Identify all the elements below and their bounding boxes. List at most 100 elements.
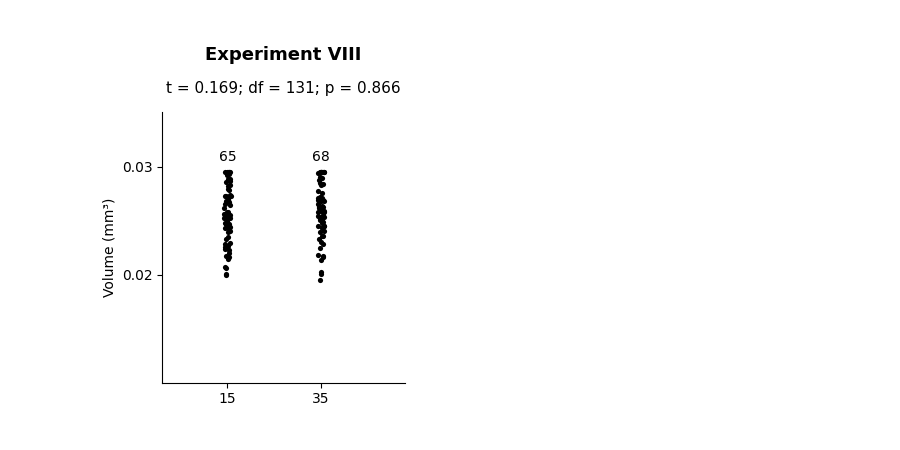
Point [218, 245, 232, 252]
Point [221, 193, 236, 200]
Point [220, 233, 235, 240]
Point [313, 268, 328, 275]
Point [313, 180, 328, 187]
Point [220, 235, 234, 243]
Point [220, 215, 235, 222]
Point [314, 168, 328, 176]
Y-axis label: Volume (mm³): Volume (mm³) [102, 198, 116, 297]
Point [316, 219, 330, 226]
Point [223, 193, 238, 200]
Point [310, 212, 325, 220]
Point [223, 191, 238, 198]
Point [221, 223, 236, 230]
Point [220, 220, 235, 227]
Point [223, 223, 238, 230]
Point [222, 220, 237, 227]
Point [218, 240, 232, 248]
Point [222, 214, 237, 221]
Point [221, 168, 236, 176]
Point [317, 168, 331, 176]
Point [314, 232, 328, 239]
Point [218, 193, 232, 200]
Point [221, 242, 236, 249]
Point [223, 239, 238, 246]
Point [220, 196, 235, 203]
Point [315, 203, 329, 210]
Point [312, 193, 327, 200]
Point [220, 217, 234, 225]
Point [218, 220, 232, 227]
Point [219, 272, 233, 279]
Point [314, 206, 328, 213]
Text: Experiment VIII: Experiment VIII [205, 46, 362, 64]
Point [312, 204, 327, 212]
Point [217, 204, 231, 212]
Point [311, 203, 326, 210]
Point [315, 203, 329, 210]
Text: t = 0.169; df = 131; p = 0.866: t = 0.169; df = 131; p = 0.866 [166, 81, 400, 96]
Point [221, 198, 236, 205]
Point [311, 176, 326, 184]
Point [221, 168, 236, 176]
Point [310, 194, 325, 202]
Point [314, 256, 328, 264]
Point [314, 207, 328, 214]
Point [221, 183, 236, 190]
Point [316, 223, 330, 230]
Point [219, 220, 233, 227]
Point [315, 225, 329, 232]
Text: 68: 68 [312, 150, 329, 164]
Point [317, 168, 331, 176]
Point [311, 200, 326, 207]
Point [218, 212, 232, 219]
Point [221, 208, 236, 215]
Point [316, 240, 330, 248]
Point [314, 270, 328, 278]
Point [316, 252, 330, 259]
Text: 65: 65 [219, 150, 236, 164]
Point [312, 216, 327, 223]
Point [314, 214, 328, 221]
Point [314, 168, 328, 176]
Point [219, 192, 233, 199]
Point [312, 217, 327, 224]
Point [317, 198, 331, 205]
Point [317, 213, 331, 220]
Point [315, 175, 329, 182]
Point [316, 212, 330, 219]
Point [219, 197, 233, 204]
Point [315, 220, 329, 227]
Point [220, 212, 234, 219]
Point [221, 255, 236, 262]
Point [317, 227, 331, 234]
Point [313, 229, 328, 236]
Point [315, 217, 329, 225]
Point [317, 222, 331, 230]
Point [219, 220, 233, 228]
Point [218, 264, 232, 271]
Point [314, 182, 328, 189]
Point [317, 222, 331, 230]
Point [314, 168, 328, 176]
Point [221, 250, 236, 257]
Point [310, 208, 325, 216]
Point [316, 203, 330, 211]
Point [313, 194, 328, 202]
Point [314, 198, 328, 205]
Point [220, 172, 235, 179]
Point [223, 168, 238, 176]
Point [311, 223, 326, 230]
Point [314, 238, 328, 245]
Point [314, 195, 328, 203]
Point [311, 235, 326, 243]
Point [222, 177, 237, 184]
Point [315, 194, 329, 202]
Point [316, 253, 330, 261]
Point [220, 253, 234, 260]
Point [316, 168, 330, 176]
Point [314, 168, 328, 176]
Point [310, 187, 325, 194]
Point [313, 168, 328, 176]
Point [220, 209, 234, 216]
Point [316, 207, 330, 214]
